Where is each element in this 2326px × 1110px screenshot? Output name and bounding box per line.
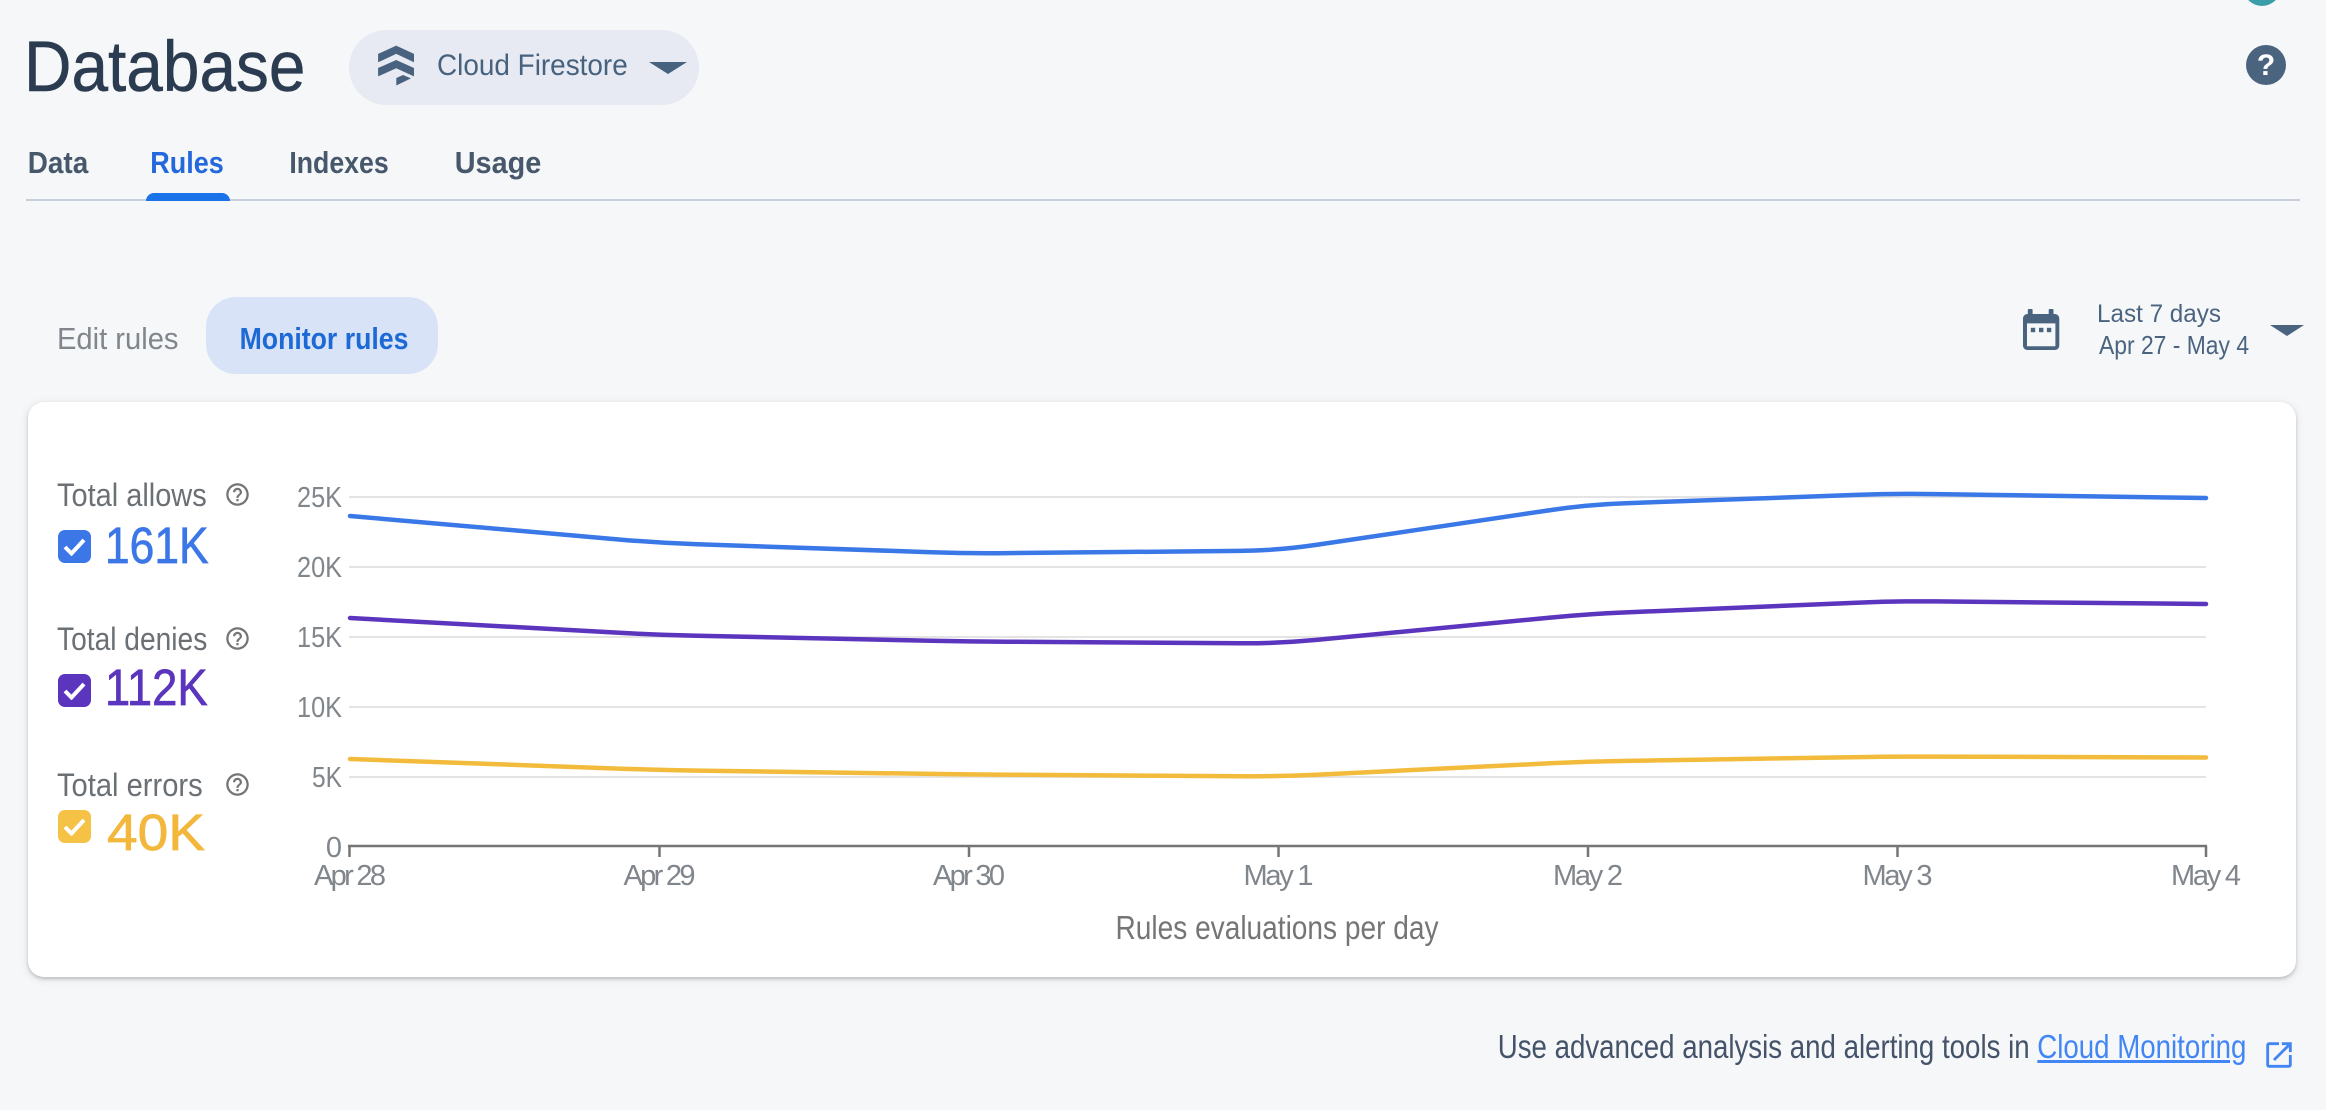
- svg-text:20K: 20K: [297, 552, 343, 584]
- svg-text:15K: 15K: [297, 622, 343, 654]
- svg-text:May 3: May 3: [1863, 860, 1933, 892]
- svg-text:Rules evaluations per day: Rules evaluations per day: [1116, 909, 1439, 946]
- svg-text:5K: 5K: [312, 762, 343, 794]
- svg-text:10K: 10K: [297, 692, 343, 724]
- svg-text:Apr 28: Apr 28: [314, 860, 386, 892]
- svg-text:May 1: May 1: [1244, 860, 1314, 892]
- svg-text:0: 0: [326, 832, 342, 864]
- svg-text:Apr 30: Apr 30: [933, 860, 1005, 892]
- svg-text:25K: 25K: [297, 482, 343, 514]
- svg-text:May 2: May 2: [1553, 860, 1623, 892]
- svg-text:Apr 29: Apr 29: [624, 860, 696, 892]
- svg-text:May 4: May 4: [2171, 860, 2241, 892]
